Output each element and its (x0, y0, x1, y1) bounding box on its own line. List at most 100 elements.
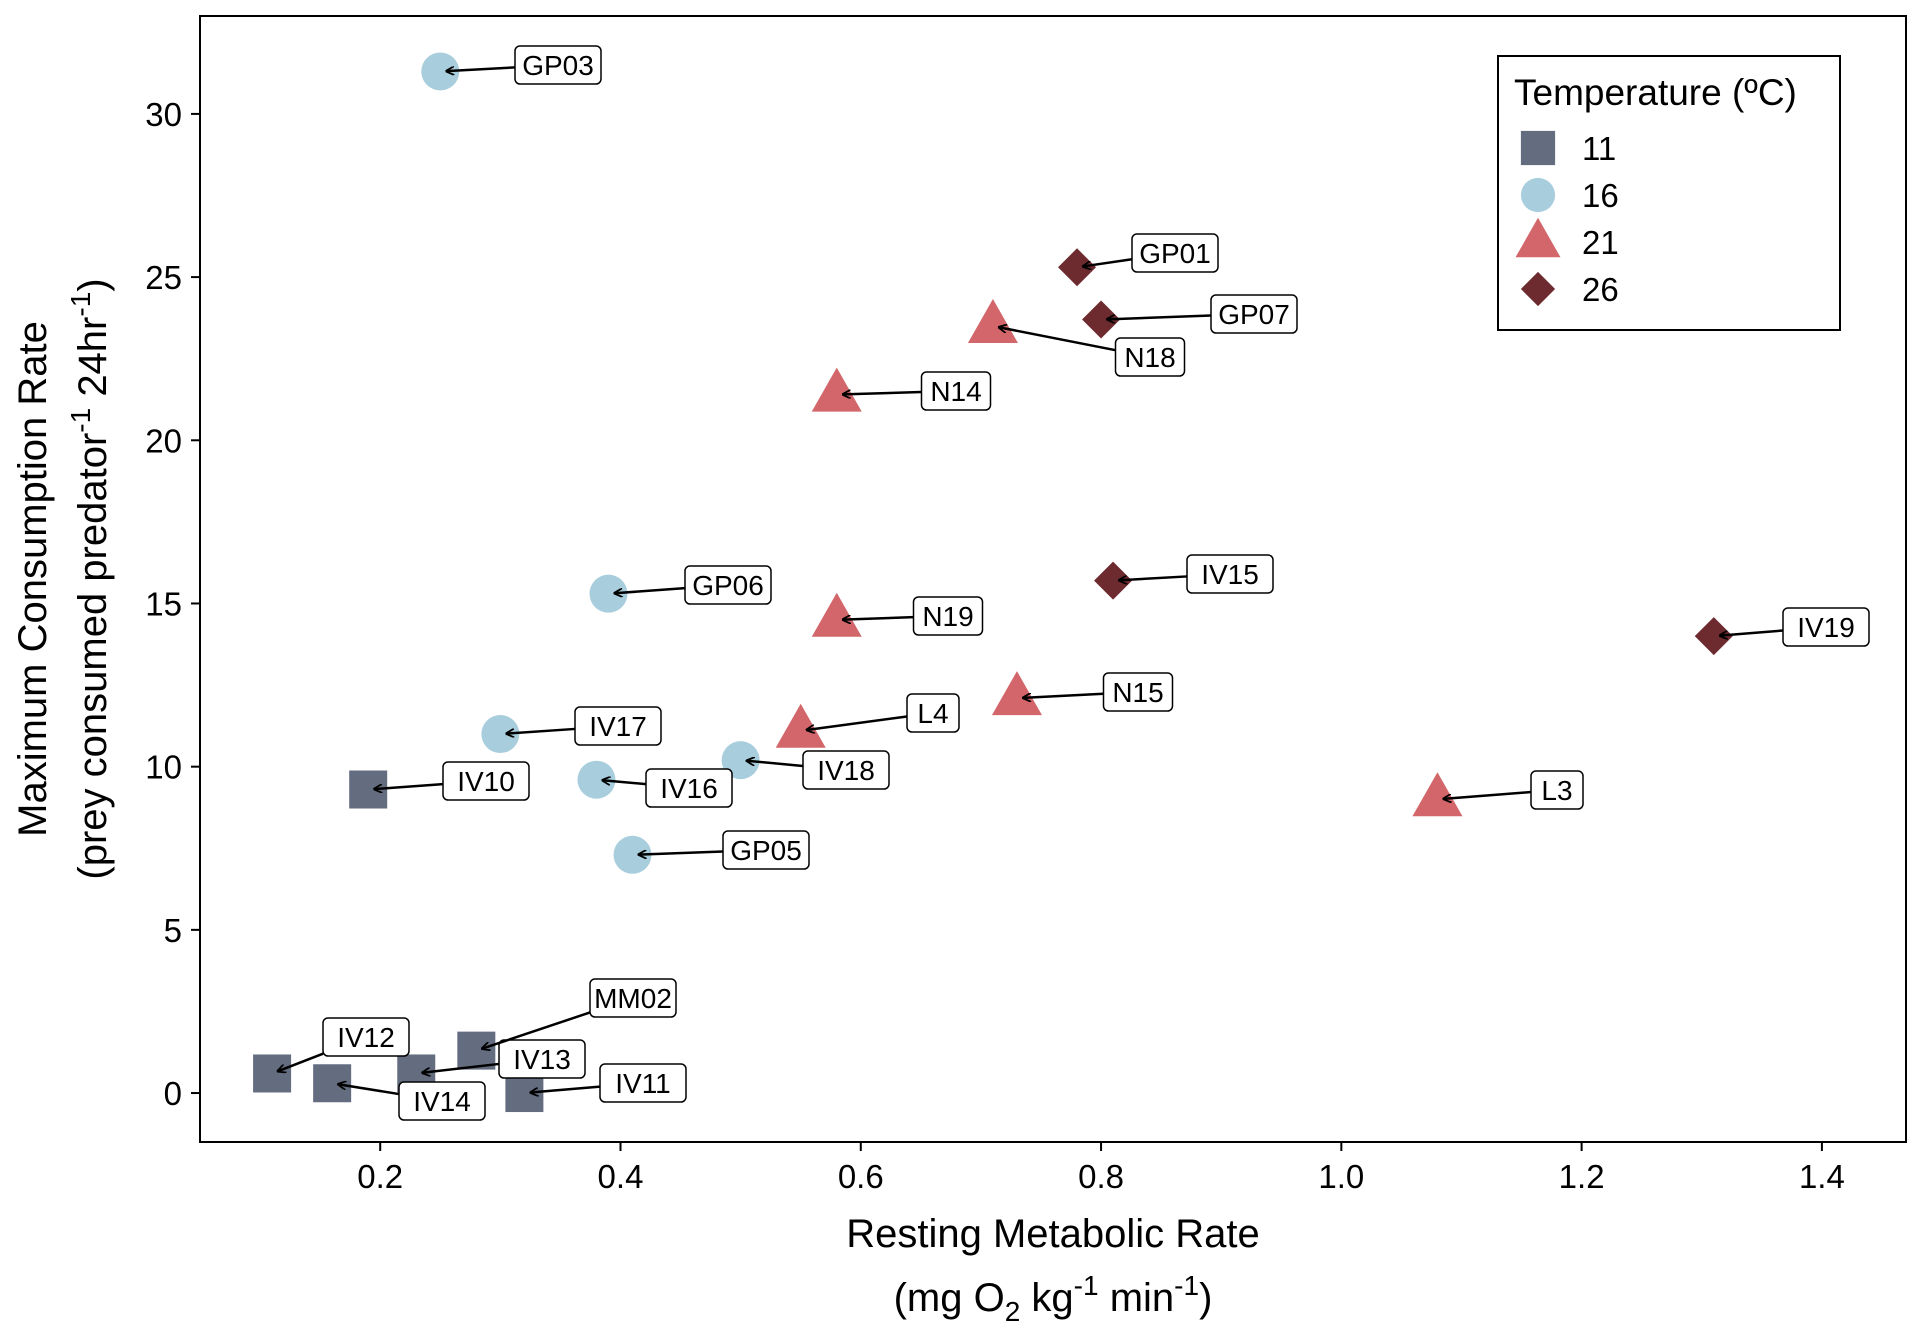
point-label-box (1210, 294, 1298, 334)
data-point (613, 835, 652, 874)
x-tick-label: 1.2 (1559, 1158, 1605, 1195)
point-label-box (498, 1039, 586, 1079)
point-label: IV10 (457, 766, 515, 797)
data-point (1694, 617, 1733, 656)
label-arrow (1443, 790, 1532, 799)
label-arrow (374, 782, 444, 789)
point-label-box (1782, 607, 1870, 647)
point-label: IV13 (513, 1044, 571, 1075)
label-arrow (1023, 692, 1104, 698)
label-arrow (639, 852, 724, 855)
label-arrow (602, 780, 647, 784)
point-label-box (802, 750, 890, 790)
data-point (253, 1054, 292, 1093)
point-label: IV17 (589, 711, 647, 742)
data-point (481, 715, 520, 754)
y-tick-label: 0 (164, 1075, 182, 1112)
legend-label: 21 (1582, 224, 1619, 261)
data-point (589, 574, 628, 613)
label-arrow (1720, 629, 1784, 635)
point-label: IV19 (1797, 612, 1855, 643)
point-label-box (1530, 770, 1584, 810)
point-label-box (722, 830, 810, 870)
y-tick-label: 15 (145, 585, 182, 622)
data-point (991, 671, 1042, 716)
y-tick-label: 25 (145, 259, 182, 296)
point-label-box (1131, 233, 1219, 273)
point-label-box (442, 761, 530, 801)
label-arrow (422, 1062, 500, 1073)
y-tick-label: 10 (145, 749, 182, 786)
legend-box (1497, 55, 1841, 331)
legend-key (1520, 177, 1556, 213)
x-axis: 0.2 0.4 0.6 0.8 1.0 1.2 1.4 (357, 1142, 1845, 1195)
point-label: N18 (1124, 342, 1175, 373)
point-label-box (322, 1017, 410, 1057)
label-arrow (1119, 575, 1188, 580)
point-label-box (1102, 672, 1174, 712)
point-label: GP05 (730, 835, 802, 866)
label-arrow (482, 1011, 591, 1048)
point-label-box (920, 371, 992, 411)
y-tick-label: 30 (145, 96, 182, 133)
point-label-box (589, 978, 677, 1018)
label-arrow (999, 327, 1116, 352)
data-point (775, 703, 826, 748)
point-label: IV15 (1201, 559, 1259, 590)
point-label: N19 (922, 601, 973, 632)
label-arrow (807, 715, 908, 729)
y-axis-title: Maximum Consumption Rate (11, 321, 55, 837)
y-axis-subtitle: (prey consumed predator-1 24hr-1) (65, 278, 115, 879)
point-label: GP01 (1139, 238, 1211, 269)
point-label-box (398, 1081, 486, 1121)
data-point (1082, 300, 1121, 339)
data-point (1058, 248, 1097, 287)
point-label: GP06 (692, 570, 764, 601)
point-label-box (574, 706, 662, 746)
point-label: IV11 (615, 1068, 671, 1099)
point-label-box (1186, 554, 1274, 594)
x-tick-label: 0.6 (838, 1158, 884, 1195)
label-arrow (278, 1052, 324, 1072)
y-tick-label: 5 (164, 912, 182, 949)
label-arrow (843, 392, 922, 394)
legend-key (1515, 217, 1561, 258)
data-point (811, 367, 862, 412)
x-tick-label: 1.0 (1318, 1158, 1364, 1195)
point-label-box (1114, 337, 1186, 377)
legend: Temperature (ºC) 11 16 21 26 (1497, 55, 1841, 331)
point-labels: IV10 IV12 IV14 IV13 MM02 IV11 GP03 GP06 IV17 IV16… (278, 45, 1870, 1121)
point-label-box (599, 1063, 687, 1103)
label-arrow (614, 586, 686, 593)
data-point (1412, 772, 1463, 817)
legend-key (1520, 130, 1556, 166)
label-arrow (843, 617, 914, 619)
point-label: IV16 (660, 773, 718, 804)
point-label: L3 (1541, 775, 1572, 806)
point-label-box (514, 45, 602, 85)
point-label: IV18 (817, 755, 875, 786)
point-label-box (684, 565, 772, 605)
point-label: IV14 (413, 1086, 471, 1117)
label-arrow (506, 727, 576, 734)
data-point (313, 1064, 352, 1103)
legend-label: 16 (1582, 177, 1619, 214)
data-point (577, 760, 616, 799)
x-axis-title: Resting Metabolic Rate (846, 1212, 1260, 1256)
point-label-box (906, 693, 960, 733)
point-label-box (912, 596, 984, 636)
legend-key (1520, 271, 1556, 307)
data-points (253, 52, 1733, 1113)
legend-label: 11 (1582, 130, 1616, 167)
x-tick-label: 0.2 (357, 1158, 403, 1195)
data-point (811, 592, 862, 637)
point-label-box (645, 768, 733, 808)
y-axis: 0 5 10 15 20 25 30 (145, 96, 200, 1112)
point-label: L4 (917, 698, 948, 729)
data-point (721, 741, 760, 780)
x-tick-label: 1.4 (1799, 1158, 1845, 1195)
point-label: MM02 (594, 983, 672, 1014)
data-point (1094, 561, 1133, 600)
legend-label: 26 (1582, 271, 1619, 308)
point-label: IV12 (337, 1022, 395, 1053)
